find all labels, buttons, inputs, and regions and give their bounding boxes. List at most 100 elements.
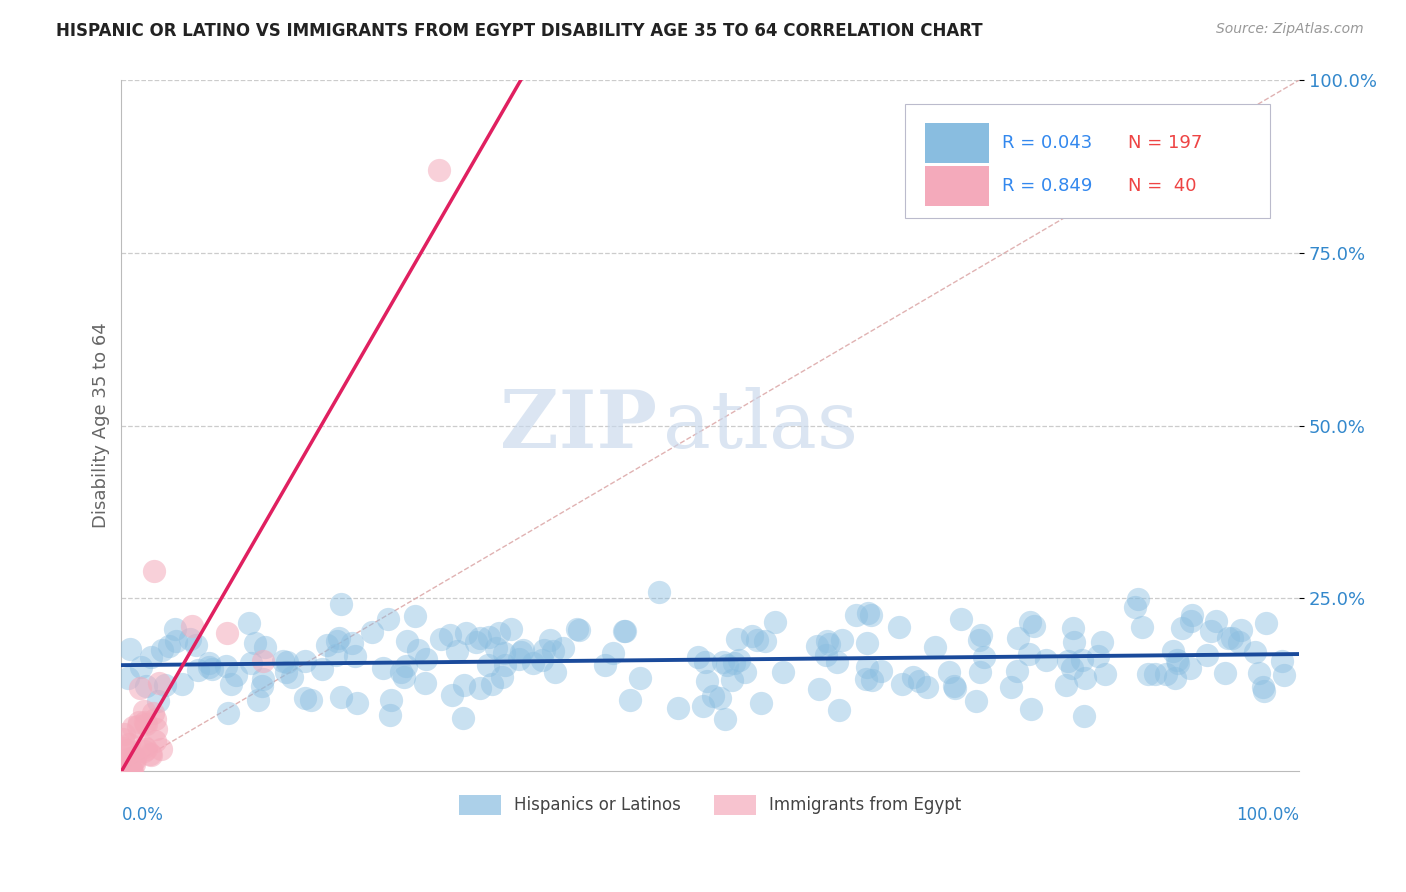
Point — [325, 648, 347, 662]
Point — [1018, 615, 1040, 629]
Point — [728, 653, 751, 667]
Point — [709, 690, 731, 705]
Point — [328, 631, 350, 645]
Bar — [925, 123, 990, 163]
Text: ZIP: ZIP — [501, 386, 658, 465]
Point — [1166, 653, 1188, 667]
Point — [1230, 623, 1253, 637]
Point — [1167, 656, 1189, 670]
Point — [294, 690, 316, 705]
Point — [252, 672, 274, 686]
Point — [1019, 702, 1042, 716]
Point — [429, 162, 451, 177]
Point — [1130, 620, 1153, 634]
Point — [702, 689, 724, 703]
Point — [965, 694, 987, 708]
Point — [128, 681, 150, 695]
Point — [749, 696, 772, 710]
Point — [887, 620, 910, 634]
Point — [870, 665, 893, 679]
Point — [1253, 684, 1275, 698]
Point — [1244, 645, 1267, 659]
Point — [494, 646, 516, 660]
Point — [815, 634, 838, 648]
Point — [464, 635, 486, 649]
Point — [530, 653, 553, 667]
Text: atlas: atlas — [664, 386, 858, 465]
Point — [274, 665, 297, 680]
Point — [413, 675, 436, 690]
Point — [118, 641, 141, 656]
Point — [491, 670, 513, 684]
Point — [512, 643, 534, 657]
Point — [485, 640, 508, 655]
Bar — [925, 167, 990, 206]
Point — [117, 742, 139, 756]
Point — [1272, 668, 1295, 682]
Point — [734, 665, 756, 679]
Point — [745, 632, 768, 647]
Point — [501, 622, 523, 636]
Point — [134, 715, 156, 730]
Point — [614, 624, 637, 639]
Point — [967, 633, 990, 648]
Point — [924, 640, 946, 654]
Point — [159, 640, 181, 654]
Point — [1024, 619, 1046, 633]
Point — [179, 632, 201, 646]
Point — [276, 655, 298, 669]
Point — [950, 612, 973, 626]
Point — [201, 662, 224, 676]
Point — [1197, 648, 1219, 662]
Point — [1007, 665, 1029, 679]
Point — [254, 640, 277, 655]
Point — [122, 720, 145, 734]
Text: HISPANIC OR LATINO VS IMMIGRANTS FROM EGYPT DISABILITY AGE 35 TO 64 CORRELATION : HISPANIC OR LATINO VS IMMIGRANTS FROM EG… — [56, 22, 983, 40]
Point — [1062, 621, 1084, 635]
FancyBboxPatch shape — [904, 104, 1270, 219]
Point — [415, 652, 437, 666]
Point — [477, 630, 499, 644]
Text: N =  40: N = 40 — [1129, 178, 1197, 195]
Point — [389, 665, 412, 679]
Point — [969, 665, 991, 679]
Point — [538, 632, 561, 647]
Point — [565, 622, 588, 636]
Point — [1136, 667, 1159, 681]
Point — [1063, 635, 1085, 649]
Point — [127, 719, 149, 733]
Point — [1123, 599, 1146, 614]
Text: N = 197: N = 197 — [1129, 134, 1202, 152]
Point — [132, 705, 155, 719]
Point — [330, 690, 353, 705]
Text: Source: ZipAtlas.com: Source: ZipAtlas.com — [1216, 22, 1364, 37]
Point — [754, 633, 776, 648]
Point — [942, 679, 965, 693]
Point — [139, 748, 162, 763]
Point — [1271, 654, 1294, 668]
Point — [117, 752, 139, 766]
Point — [859, 607, 882, 622]
Point — [148, 694, 170, 708]
Point — [281, 670, 304, 684]
Point — [1180, 661, 1202, 675]
Point — [1035, 653, 1057, 667]
Point — [112, 741, 135, 756]
Point — [1000, 680, 1022, 694]
Point — [481, 677, 503, 691]
Point — [273, 654, 295, 668]
Point — [163, 622, 186, 636]
Point — [326, 634, 349, 648]
Point — [725, 632, 748, 646]
Point — [1074, 672, 1097, 686]
Point — [1156, 666, 1178, 681]
Point — [243, 636, 266, 650]
Point — [143, 733, 166, 747]
Point — [613, 624, 636, 638]
Point — [252, 654, 274, 668]
Point — [808, 681, 831, 696]
Point — [111, 764, 134, 779]
Point — [360, 625, 382, 640]
Point — [451, 710, 474, 724]
Point — [311, 662, 333, 676]
